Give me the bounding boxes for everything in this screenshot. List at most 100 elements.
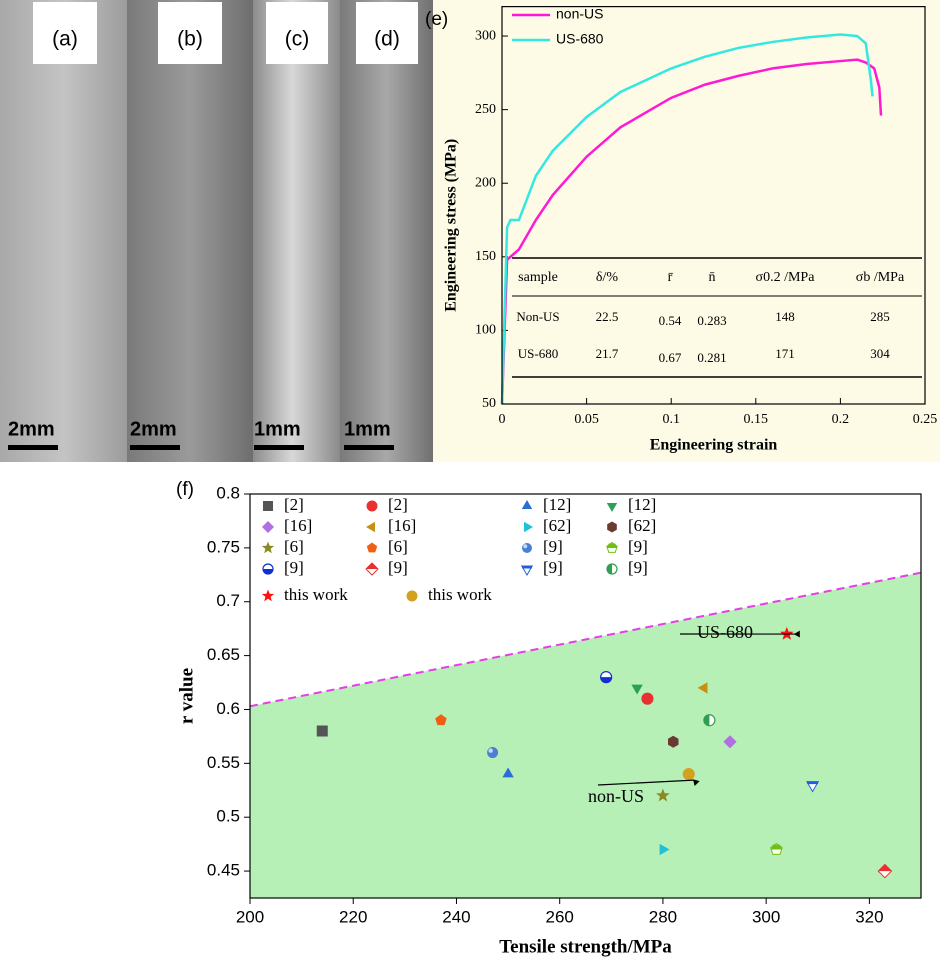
marker	[697, 682, 708, 694]
y-tick-label: 300	[475, 28, 496, 43]
photos: (a) (b) (c) (d) 2mm 2mm 1mm 1mm	[0, 0, 433, 462]
legend-marker	[406, 590, 418, 602]
marker	[780, 626, 794, 640]
marker	[641, 692, 654, 705]
scale-bar	[8, 445, 58, 450]
x-axis-title: Engineering strain	[650, 437, 778, 454]
label-box	[266, 2, 328, 64]
table-cell: 21.7	[596, 346, 619, 361]
line	[500, 33, 874, 405]
line	[500, 58, 883, 405]
label-box	[158, 2, 222, 64]
plot-background	[502, 6, 925, 404]
legend-marker	[366, 542, 378, 553]
x-tick-label: 0.2	[832, 412, 850, 427]
photo	[253, 0, 340, 462]
legend-label: [12]	[628, 495, 656, 514]
marker-shape	[366, 521, 375, 533]
marker	[806, 781, 820, 793]
legend-marker	[522, 543, 532, 553]
plot-frame	[501, 5, 926, 405]
marker	[668, 735, 679, 748]
x-tick-label: 0.05	[574, 412, 599, 427]
annotation: non-US	[588, 786, 644, 806]
table-cell: 0.283	[697, 313, 726, 328]
y-axis-title: r value	[176, 668, 197, 724]
marker	[682, 768, 695, 781]
legend-marker	[524, 521, 533, 533]
marker-shape	[261, 541, 275, 554]
legend-label: this work	[284, 585, 348, 604]
label-box	[356, 2, 418, 64]
marker-shape	[697, 682, 708, 694]
marker-shape	[703, 714, 710, 726]
marker	[600, 671, 613, 684]
x-tick-label: 240	[442, 907, 470, 926]
marker	[770, 842, 783, 855]
marker	[631, 684, 643, 695]
label-box	[33, 2, 97, 64]
y-tick-label: 0.75	[207, 537, 240, 556]
marker-shape	[487, 747, 499, 759]
legend-marker	[606, 541, 618, 553]
marker-shape	[682, 768, 695, 781]
panel-label: (d)	[374, 28, 400, 51]
y-tick-label: 200	[475, 175, 496, 190]
y-tick-label: 100	[475, 323, 496, 338]
x-tick-label: 0.15	[744, 412, 769, 427]
marker-shape	[502, 767, 514, 778]
table-cell: Non-US	[516, 309, 559, 324]
marker-shape	[262, 521, 274, 533]
legend-marker	[521, 500, 533, 509]
marker-shape	[606, 503, 618, 512]
legend-label: [2]	[284, 495, 304, 514]
marker-shape	[316, 725, 328, 737]
x-tick-label: 280	[649, 907, 677, 926]
marker-shape	[366, 500, 378, 512]
marker	[656, 788, 670, 802]
table-header: σ0.2 /MPa	[756, 270, 816, 285]
table-header: σb /MPa	[856, 270, 905, 285]
legend-marker	[262, 563, 274, 575]
marker-shape	[521, 566, 533, 569]
legend-label: [16]	[388, 516, 416, 535]
x-tick-label: 220	[339, 907, 367, 926]
table-cell: 22.5	[596, 309, 619, 324]
scale-bar	[130, 445, 180, 450]
y-axis-title: Engineering stress (MPa)	[443, 139, 460, 312]
marker-shape	[488, 748, 493, 753]
scale-bar-label: 1mm	[344, 418, 391, 440]
marker-shape	[406, 590, 418, 602]
legend-marker	[262, 521, 274, 533]
legend-marker	[606, 563, 618, 575]
x-tick-label: 260	[546, 907, 574, 926]
marker-shape	[607, 521, 617, 533]
marker-shape	[521, 500, 533, 509]
x-tick-label: 0.25	[913, 412, 938, 427]
region-fill	[250, 572, 921, 898]
table-cell: US-680	[518, 346, 558, 361]
table-cell: 148	[775, 309, 795, 324]
legend-label: [9]	[543, 537, 563, 556]
y-tick-label: 50	[482, 396, 496, 411]
table-cell: 0.54	[659, 313, 682, 328]
scale-bar	[254, 445, 304, 450]
legend-label: [62]	[543, 516, 571, 535]
legend-marker	[520, 565, 534, 576]
photo	[0, 0, 127, 462]
marker-shape	[770, 844, 782, 850]
marker	[487, 747, 499, 759]
legend-marker	[365, 562, 379, 576]
x-tick-label: 0	[499, 412, 506, 427]
arrow-head	[793, 630, 800, 638]
legend-marker	[366, 521, 375, 533]
scale-bar-label: 2mm	[8, 418, 55, 440]
arrow-head	[692, 779, 700, 786]
marker-shape	[806, 781, 819, 785]
legend-marker	[261, 541, 275, 554]
marker-shape	[641, 692, 654, 705]
marker-shape	[522, 543, 532, 553]
marker-shape	[780, 626, 794, 640]
marker-shape	[366, 542, 378, 553]
